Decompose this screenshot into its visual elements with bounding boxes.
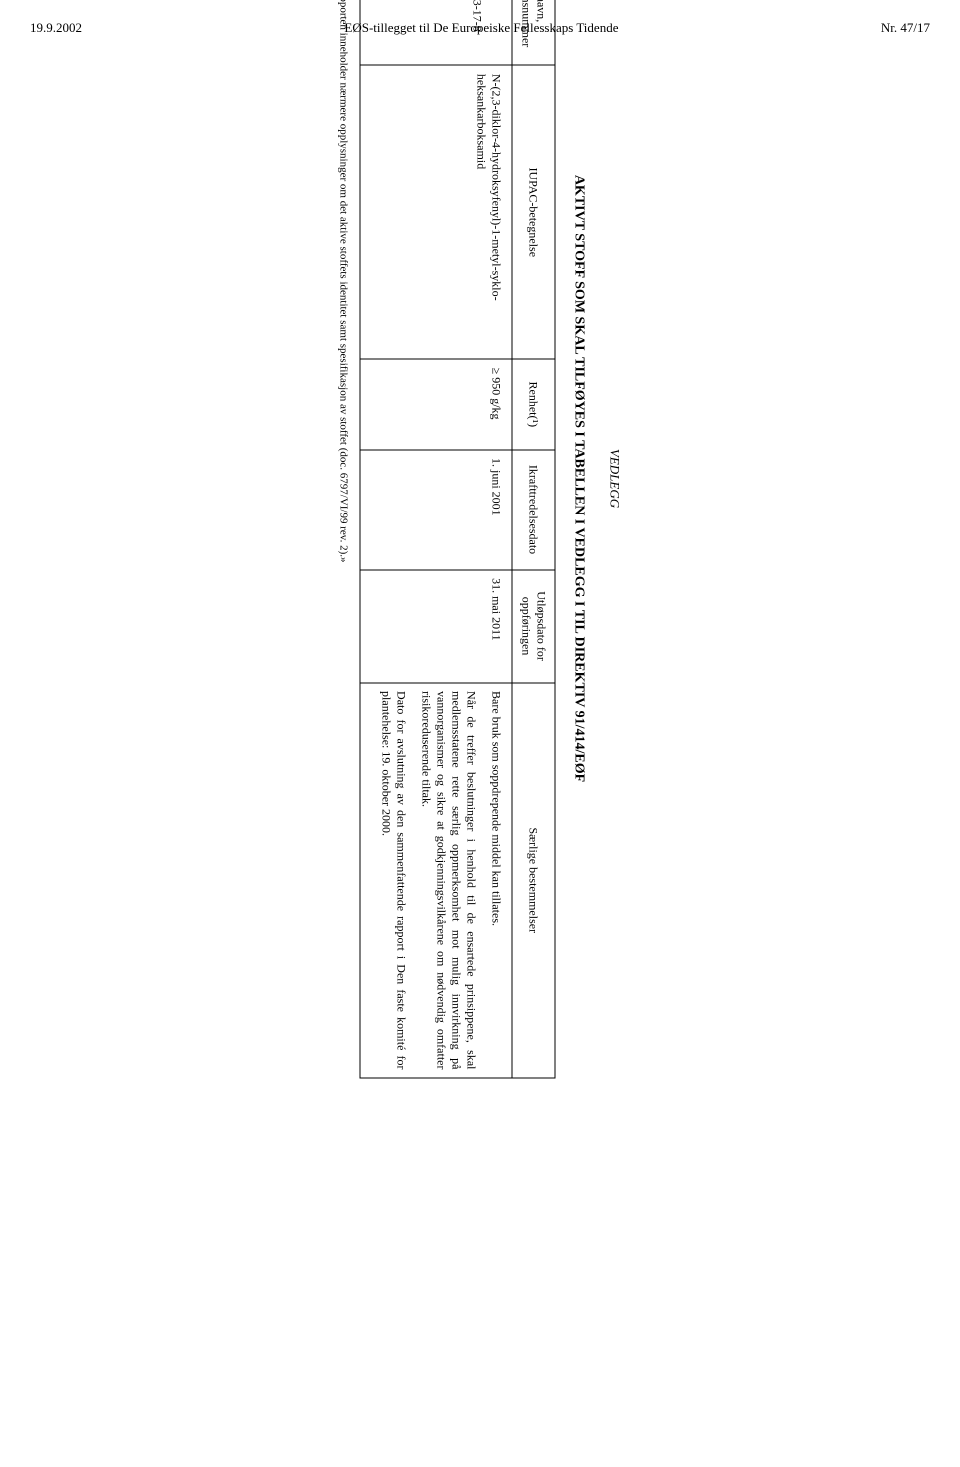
col-header-renhet: Renhet(¹): [512, 359, 555, 449]
cell-renhet: ≥ 950 g/kg: [360, 359, 512, 449]
footnote: (¹) Den sammenfattende rapporten innehol…: [338, 0, 350, 1079]
main-title: AKTIVT STOFF SOM SKAL TILFØYES I TABELLE…: [571, 0, 587, 1079]
bestemmelser-p2: Når de treffer beslutninger i henhold ti…: [419, 691, 479, 1069]
substance-table: Nr. Vanlig navn, identifikasjonsnummer I…: [360, 0, 556, 1079]
header-date: 19.9.2002: [30, 20, 82, 36]
cell-navn: (fenheksamid) CAS-nr. 126833-17-8 CIPAC-…: [360, 0, 512, 65]
col-header-navn: Vanlig navn, identifikasjonsnummer: [512, 0, 555, 65]
col-header-bestemmelser: Særlige bestemmelser: [512, 683, 555, 1078]
header-page-number: Nr. 47/17: [881, 20, 930, 36]
bestemmelser-p3: Dato for avslutning av den sammenfattend…: [379, 691, 409, 1069]
col-header-dato1: Ikrafttredelsesdato: [512, 450, 555, 570]
bestemmelser-p1: Bare bruk som soppdrepende middel kan ti…: [489, 691, 504, 1069]
cell-dato2: 31. mai 2011: [360, 570, 512, 683]
cell-iupac: N-(2,3-diklor-4-hydroksyfenyl)-1-metyl-s…: [360, 65, 512, 359]
table-header-row: Nr. Vanlig navn, identifikasjonsnummer I…: [512, 0, 555, 1078]
cell-dato1: 1. juni 2001: [360, 450, 512, 570]
navn-line1: (fenheksamid): [489, 0, 504, 57]
cell-bestemmelser: Bare bruk som soppdrepende middel kan ti…: [360, 683, 512, 1078]
navn-line2: CAS-nr. 126833-17-8: [470, 0, 485, 57]
annex-label: VEDLEGG: [607, 0, 623, 1079]
col-header-iupac: IUPAC-betegnelse: [512, 65, 555, 359]
rotated-content: VEDLEGG AKTIVT STOFF SOM SKAL TILFØYES I…: [338, 0, 623, 1079]
navn-line3: CIPAC-nr. 603: [451, 0, 466, 57]
col-header-dato2: Utløpsdato for oppføringen: [512, 570, 555, 683]
table-row: «13 (fenheksamid) CAS-nr. 126833-17-8 CI…: [360, 0, 512, 1078]
